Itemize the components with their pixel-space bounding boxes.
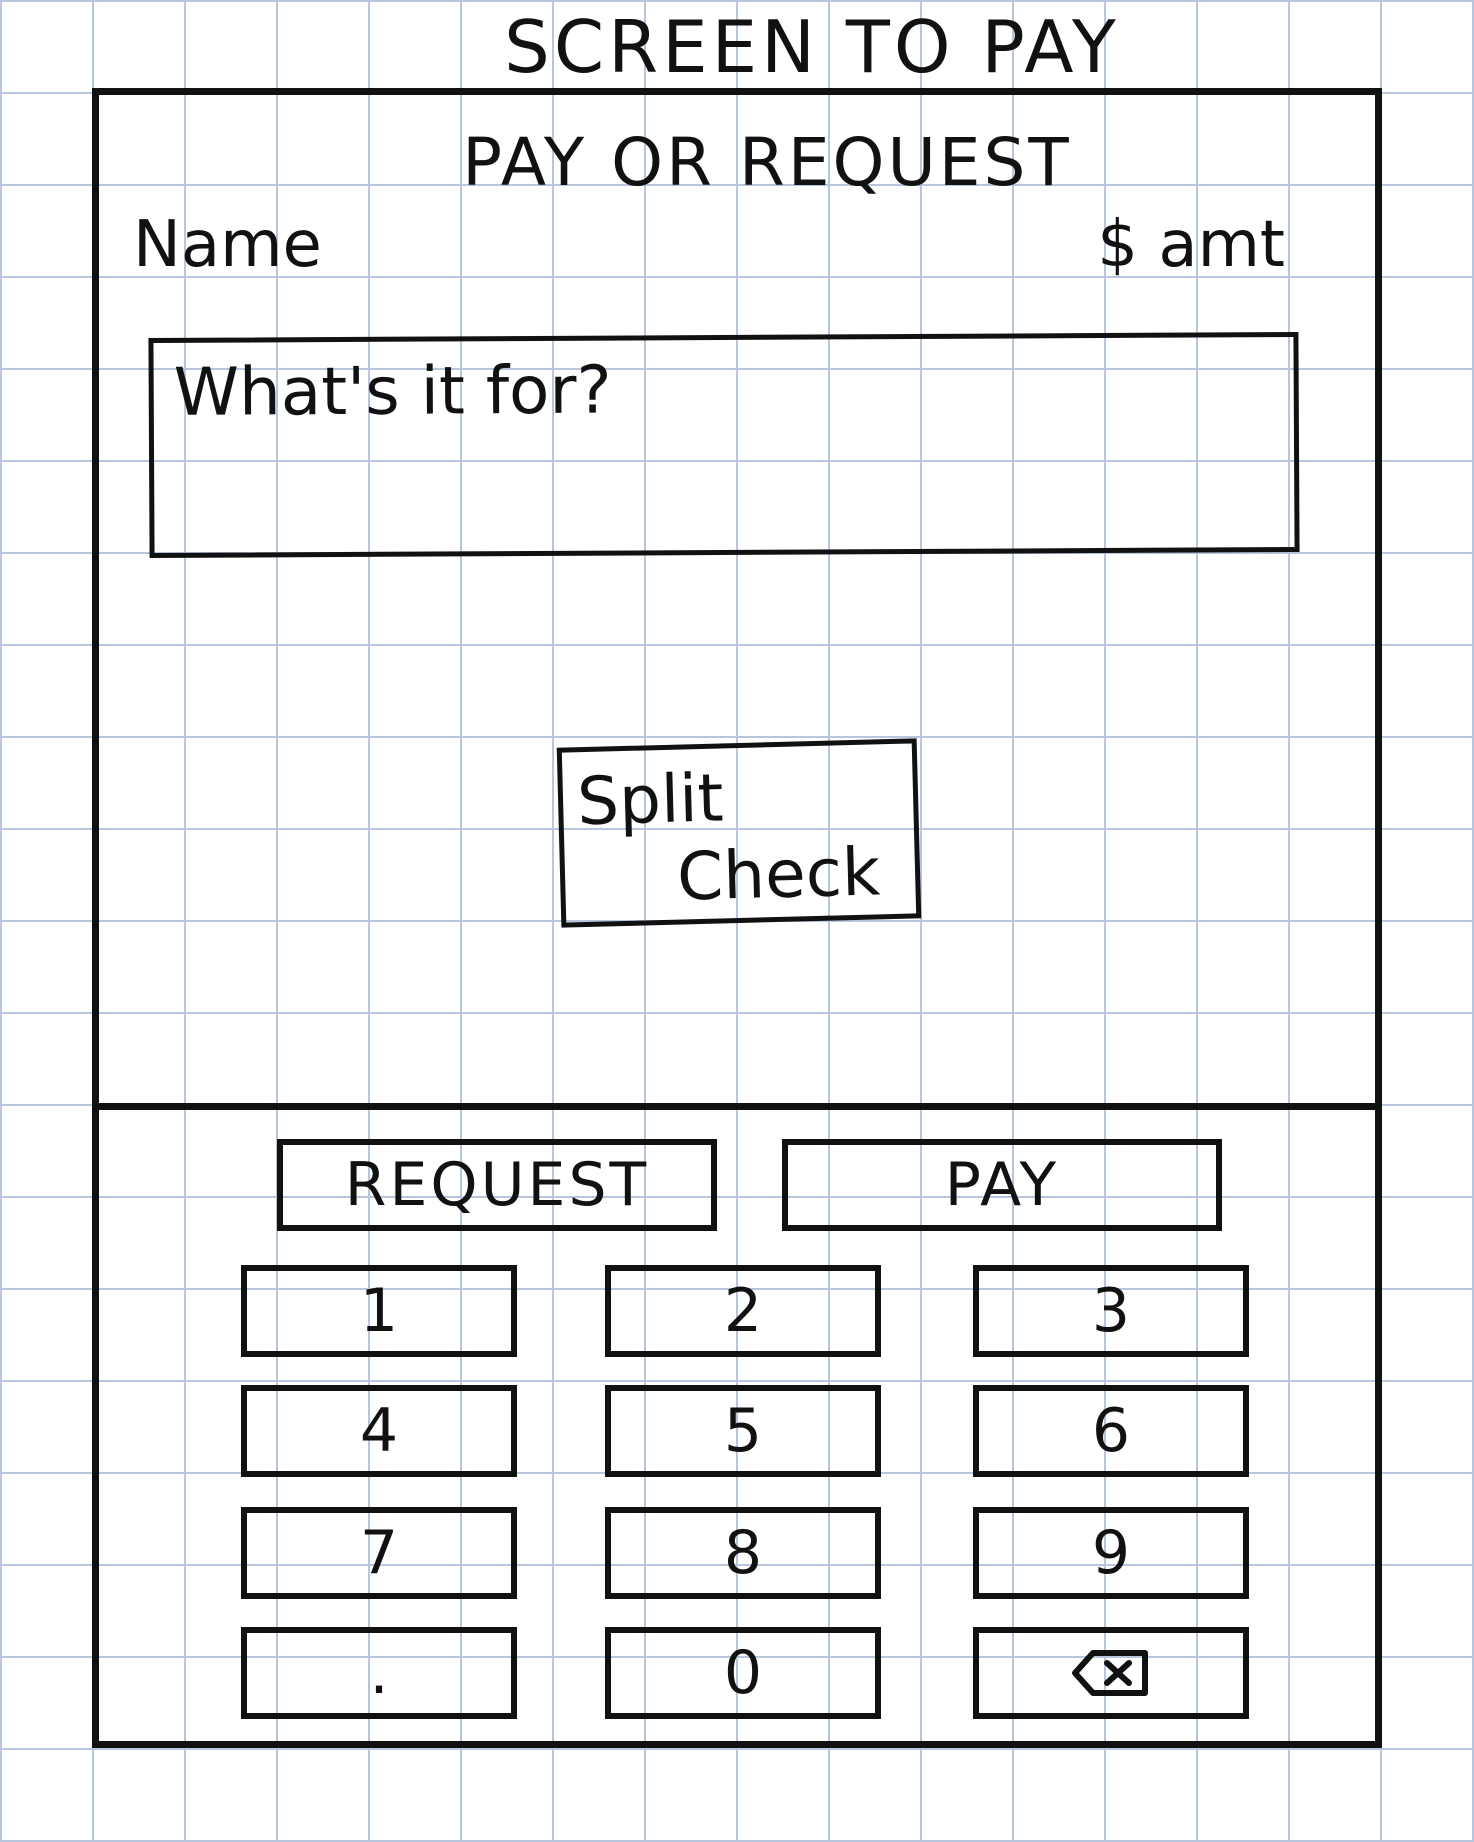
- key-backspace[interactable]: [973, 1627, 1249, 1719]
- key-7[interactable]: 7: [241, 1507, 517, 1599]
- key-8[interactable]: 8: [605, 1507, 881, 1599]
- key-0[interactable]: 0: [605, 1627, 881, 1719]
- note-placeholder: What's it for?: [173, 351, 612, 431]
- key-6[interactable]: 6: [973, 1385, 1249, 1477]
- key-2[interactable]: 2: [605, 1265, 881, 1357]
- split-check-label-line2: Check: [676, 833, 882, 916]
- key-9[interactable]: 9: [973, 1507, 1249, 1599]
- key-3[interactable]: 3: [973, 1265, 1249, 1357]
- key-1[interactable]: 1: [241, 1265, 517, 1357]
- page-title: SCREEN TO PAY: [504, 5, 1120, 89]
- amount-field[interactable]: $ amt: [1097, 208, 1285, 282]
- key-decimal[interactable]: .: [241, 1627, 517, 1719]
- split-check-button[interactable]: Split Check: [556, 738, 922, 928]
- backspace-icon: [1071, 1647, 1151, 1699]
- request-button[interactable]: REQUEST: [277, 1139, 717, 1231]
- key-5[interactable]: 5: [605, 1385, 881, 1477]
- keypad-divider: [99, 1103, 1375, 1110]
- note-input[interactable]: What's it for?: [148, 331, 1300, 559]
- phone-screen: PAY OR REQUEST Name $ amt What's it for?…: [92, 88, 1382, 1748]
- key-4[interactable]: 4: [241, 1385, 517, 1477]
- split-check-label-line1: Split: [576, 759, 725, 841]
- recipient-name-field[interactable]: Name: [133, 208, 322, 282]
- screen-heading: PAY OR REQUEST: [462, 124, 1072, 201]
- pay-button[interactable]: PAY: [782, 1139, 1222, 1231]
